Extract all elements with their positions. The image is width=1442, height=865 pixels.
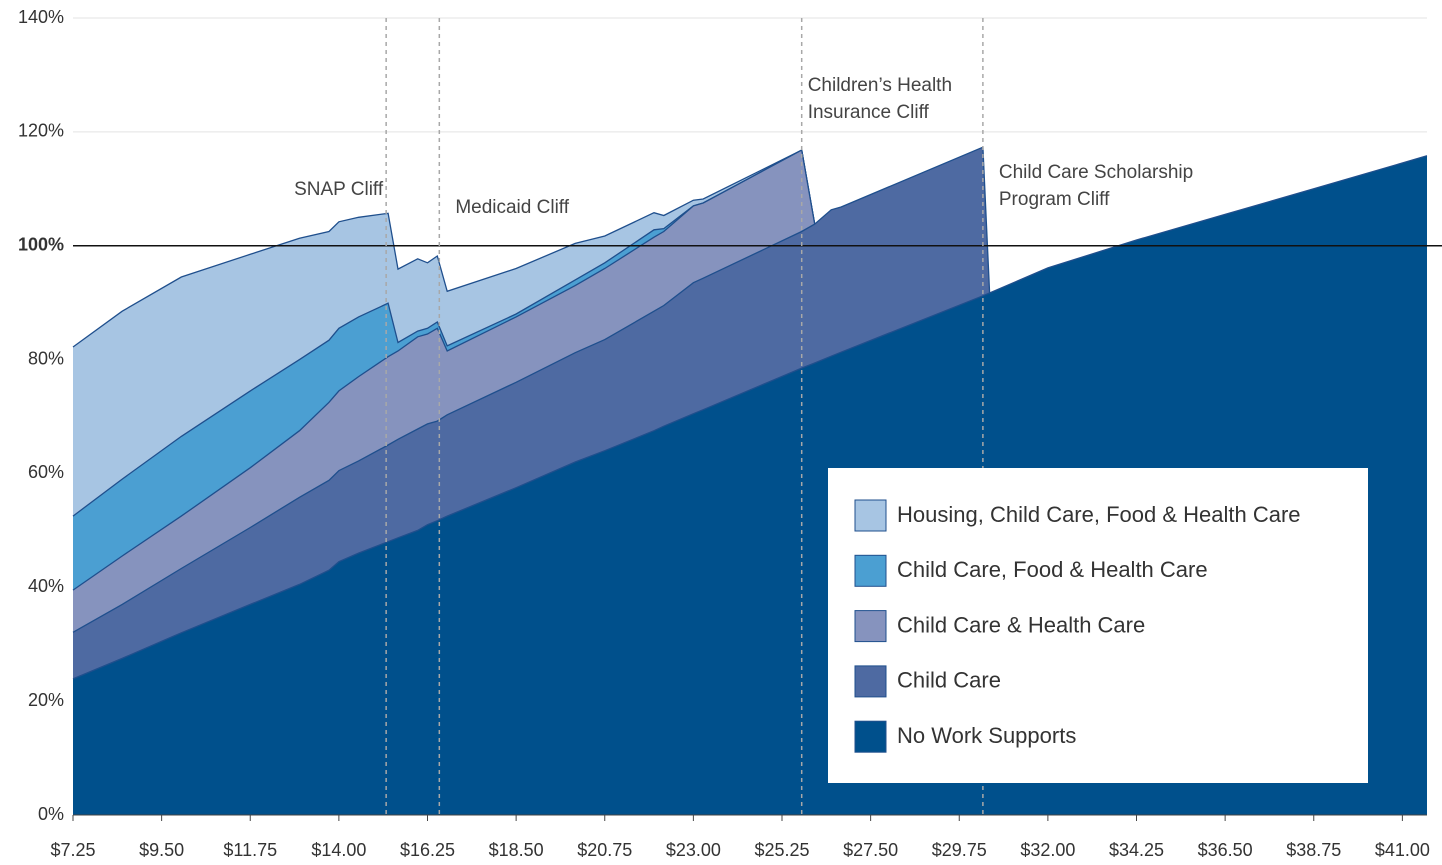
x-tick-label: $38.75: [1286, 840, 1341, 860]
legend-label: Child Care & Health Care: [897, 612, 1145, 637]
annotation: Child Care Scholarship: [999, 162, 1193, 183]
annotation: Children’s Health: [808, 75, 952, 96]
annotation: Medicaid Cliff: [455, 197, 569, 218]
legend-swatch: [854, 499, 887, 532]
area-edge: [72, 155, 1428, 680]
legend-swatch: [854, 665, 887, 698]
x-tick-label: $16.25: [400, 840, 455, 860]
x-tick-label: $7.25: [50, 840, 95, 860]
x-tick-label: $36.50: [1198, 840, 1253, 860]
legend-swatch: [854, 720, 887, 753]
y-tick-label: 120%: [18, 121, 64, 141]
y-tick-label: 0%: [38, 804, 64, 824]
y-tick-label: 20%: [28, 690, 64, 710]
x-tick-label: $18.50: [489, 840, 544, 860]
legend-label: Housing, Child Care, Food & Health Care: [897, 502, 1301, 527]
x-tick-label: $11.75: [223, 840, 277, 860]
annotation: Insurance Cliff: [808, 102, 930, 123]
y-tick-label: 100%: [18, 234, 64, 254]
area-edge: [72, 149, 816, 348]
annotation: Program Cliff: [999, 189, 1110, 210]
legend-label: Child Care, Food & Health Care: [897, 557, 1208, 582]
area-edge: [72, 149, 816, 517]
y-tick-label: 140%: [18, 7, 64, 27]
x-tick-label: $34.25: [1109, 840, 1164, 860]
x-tick-label: $27.50: [843, 840, 898, 860]
x-tick-label: $23.00: [666, 840, 721, 860]
annotation: SNAP Cliff: [294, 179, 384, 200]
x-tick-label: $14.00: [311, 840, 366, 860]
legend-swatch: [854, 610, 887, 643]
x-tick-label: $29.75: [932, 840, 987, 860]
area-edge: [72, 149, 816, 591]
legend-box: [828, 468, 1368, 783]
legend-label: Child Care: [897, 668, 1001, 693]
y-tick-label: 80%: [28, 348, 64, 368]
x-tick-label: $9.50: [139, 840, 184, 860]
x-tick-label: $20.75: [577, 840, 632, 860]
x-tick-label: $32.00: [1020, 840, 1075, 860]
area-edge: [72, 146, 991, 633]
legend-label: No Work Supports: [897, 723, 1076, 748]
y-tick-label: 60%: [28, 462, 64, 482]
legend-swatch: [854, 554, 887, 587]
x-tick-label: $25.25: [754, 840, 809, 860]
x-tick-label: $41.00: [1375, 840, 1430, 860]
y-tick-label: 40%: [28, 576, 64, 596]
